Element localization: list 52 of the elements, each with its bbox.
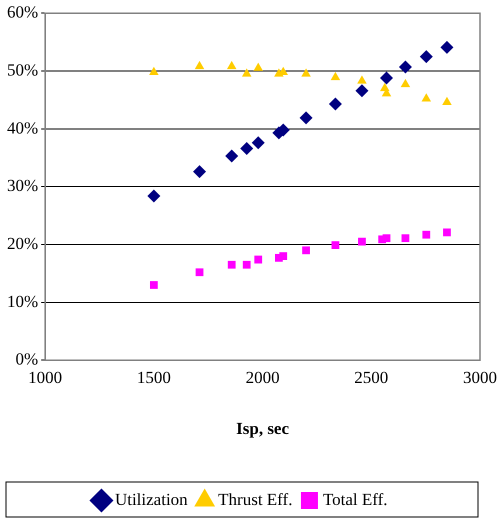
y-tick-label: 40%	[6, 118, 38, 138]
point	[400, 78, 410, 88]
point	[420, 50, 433, 64]
point	[358, 238, 366, 246]
point	[300, 111, 313, 124]
point	[443, 228, 451, 236]
x-axis-title: Isp, sec	[236, 419, 290, 438]
point	[193, 165, 206, 178]
point	[382, 234, 390, 242]
x-tick-label: 1000	[28, 368, 62, 387]
y-tick-label: 20%	[6, 234, 38, 253]
y-tick-label: 30%	[6, 176, 38, 196]
legend-label: Utilization	[114, 490, 188, 509]
point	[422, 230, 430, 239]
legend-label: Thrust Eff.	[218, 490, 292, 509]
point	[225, 150, 238, 163]
point	[149, 66, 159, 75]
legend-label: Total Eff.	[322, 490, 388, 509]
point	[442, 96, 452, 106]
point	[147, 189, 160, 202]
point	[242, 68, 252, 77]
point	[254, 256, 262, 264]
point	[328, 98, 342, 110]
point	[422, 93, 432, 102]
point	[240, 142, 254, 156]
point	[228, 260, 236, 269]
x-tick-label: 3000	[463, 368, 497, 387]
point	[196, 268, 204, 276]
y-tick-label: 60%	[6, 2, 38, 22]
point	[330, 72, 340, 80]
point	[332, 241, 340, 249]
point	[150, 281, 158, 289]
point	[302, 246, 310, 254]
point	[402, 234, 410, 242]
point	[252, 136, 265, 150]
point	[357, 75, 367, 84]
point	[355, 84, 368, 98]
point	[301, 68, 311, 77]
x-tick-label: 1500	[136, 368, 171, 387]
point	[440, 40, 454, 54]
point	[242, 260, 251, 269]
y-tick-label: 10%	[6, 292, 38, 311]
point	[380, 71, 394, 84]
y-tick-label: 50%	[6, 60, 38, 80]
point	[398, 60, 412, 74]
y-tick-label: 0%	[15, 350, 38, 369]
x-tick-label: 2500	[354, 368, 388, 387]
point	[253, 62, 263, 71]
point	[279, 252, 288, 260]
x-tick-label: 2000	[246, 368, 280, 387]
point	[226, 60, 236, 70]
point	[194, 60, 204, 70]
